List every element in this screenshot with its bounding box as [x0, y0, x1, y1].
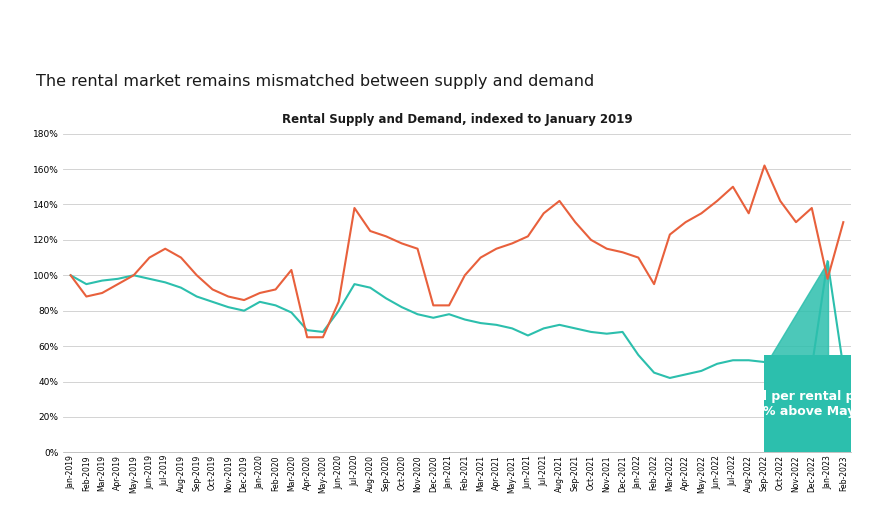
Text: Demand per rental property
is 162% above May 2019: Demand per rental property is 162% above…: [709, 390, 896, 418]
Polygon shape: [764, 261, 828, 368]
Text: 15   Source: Rightmove Data Services: 15 Source: Rightmove Data Services: [18, 15, 216, 26]
FancyBboxPatch shape: [764, 355, 851, 452]
Text: rightmove: rightmove: [773, 11, 878, 30]
Text: The rental market remains mismatched between supply and demand: The rental market remains mismatched bet…: [36, 74, 594, 89]
Title: Rental Supply and Demand, indexed to January 2019: Rental Supply and Demand, indexed to Jan…: [281, 113, 633, 125]
